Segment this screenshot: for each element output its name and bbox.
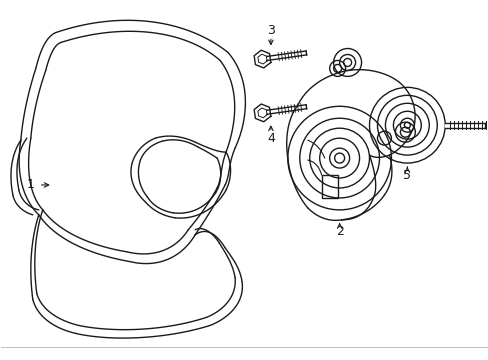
Polygon shape [254, 50, 270, 68]
Text: 4: 4 [266, 132, 274, 145]
Text: 2: 2 [335, 225, 343, 238]
Text: 1: 1 [27, 179, 35, 192]
Text: 3: 3 [266, 24, 274, 37]
Text: 5: 5 [403, 168, 410, 181]
Polygon shape [444, 123, 484, 128]
Polygon shape [254, 104, 270, 122]
